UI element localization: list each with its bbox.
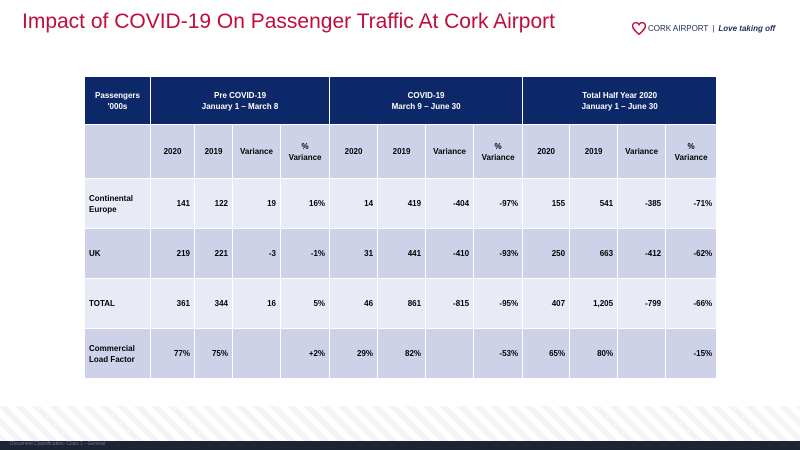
table-cell: -1% [279,228,331,279]
table-cell: -404 [425,178,475,229]
table-cell: 663 [569,228,619,279]
table-cell: 141 [150,178,195,229]
table-cell: 861 [377,278,427,329]
table-cell: 77% [150,328,195,379]
table-cell: 219 [150,228,195,279]
table-cell: 75% [194,328,233,379]
table-cell: 46 [329,278,379,329]
subheader-cell: Variance [232,124,281,179]
decorative-pattern-band [0,406,800,442]
group-range: January 1 – March 8 [201,101,279,111]
table-cell: -385 [617,178,667,229]
table-cell: 407 [522,278,571,329]
subheader-cell: 2019 [569,124,619,179]
logo-brand: CORK AIRPORT [648,24,709,33]
table-cell: +2% [279,328,331,379]
corner-line-1: Passengers [95,90,140,100]
subheader-cell: % Variance [279,124,331,179]
corner-line-2: '000s [107,101,128,111]
group-title: COVID-19 [407,90,445,100]
table-cell: 221 [194,228,233,279]
passenger-traffic-table: Passengers '000s Pre COVID-19 January 1 … [84,76,718,379]
table-cell: 541 [569,178,619,229]
page-title: Impact of COVID-19 On Passenger Traffic … [22,10,555,33]
table-row: TOTAL 361 344 16 5% 46 861 -815 -95% 407 1,205 -799… [84,278,718,329]
subheader-cell: 2019 [194,124,233,179]
footer-bar: Document Classification: Class 1 - Gener… [0,441,800,450]
group-range: March 9 – June 30 [391,101,461,111]
table-cell: 65% [522,328,571,379]
table-cell: 344 [194,278,233,329]
table-cell: -66% [665,278,718,329]
subheader-cell: 2020 [150,124,195,179]
table-cell: -97% [473,178,524,229]
table-cell: 250 [522,228,571,279]
logo-separator: | [712,24,715,33]
table-cell: -815 [425,278,475,329]
subheader-cell: Variance [425,124,475,179]
table-cell: 419 [377,178,427,229]
table-row: Commercial Load Factor 77% 75% +2% 29% 82% -53… [84,328,718,379]
heart-logo-icon [632,22,646,35]
table-cell: 16 [232,278,281,329]
row-label: Commercial Load Factor [84,328,151,379]
logo: CORK AIRPORT | Love taking off [632,22,775,35]
table-cell: -53% [473,328,524,379]
table-cell: 1,205 [569,278,619,329]
table-cell: 441 [377,228,427,279]
table-cell: 122 [194,178,233,229]
subheader-cell: 2020 [329,124,379,179]
table-cell: 14 [329,178,379,229]
table-cell: 80% [569,328,619,379]
table-cell: -799 [617,278,667,329]
table-cell: -15% [665,328,718,379]
table-cell: -62% [665,228,718,279]
subheader-cell: 2020 [522,124,571,179]
table-cell: 361 [150,278,195,329]
group-header-row: Passengers '000s Pre COVID-19 January 1 … [84,76,718,125]
footer-classification: Document Classification: Class 1 - Gener… [10,441,106,447]
table-cell: -410 [425,228,475,279]
table-cell: -95% [473,278,524,329]
row-label: Continental Europe [84,178,151,229]
group-title: Total Half Year 2020 [582,90,658,100]
table-cell: 5% [279,278,331,329]
table-cell: 29% [329,328,379,379]
subheader-row: 2020 2019 Variance% Variance 2020 2019 Varian… [84,124,718,179]
group-header-total: Total Half Year 2020 January 1 – June 30 [522,76,718,125]
subheader-cell: % Variance [665,124,718,179]
table-cell: -412 [617,228,667,279]
table-cell [617,328,667,379]
table-row: UK 219 221 -3 -1% 31 441 -410 -93% 250 663 -412 -62% [84,228,718,279]
table-cell: 31 [329,228,379,279]
subheader-cell: % Variance [473,124,524,179]
table-cell: 82% [377,328,427,379]
table-cell: -71% [665,178,718,229]
row-label: TOTAL [84,278,151,329]
corner-header: Passengers '000s [84,76,151,125]
subheader-cell: Variance [617,124,667,179]
table-cell [232,328,281,379]
group-range: January 1 – June 30 [581,101,658,111]
group-header-pre-covid: Pre COVID-19 January 1 – March 8 [149,76,331,125]
table-row: Continental Europe 141 122 19 16% 14 419 -404 -9… [84,178,718,229]
table-cell: 19 [232,178,281,229]
row-label: UK [84,228,151,279]
table-cell: -93% [473,228,524,279]
table-cell: 155 [522,178,571,229]
table-cell [425,328,475,379]
subheader-blank [84,124,151,179]
group-title: Pre COVID-19 [214,90,267,100]
logo-tagline: Love taking off [718,24,776,33]
subheader-cell: 2019 [377,124,427,179]
table-cell: 16% [279,178,331,229]
group-header-covid: COVID-19 March 9 – June 30 [329,76,524,125]
table-cell: -3 [232,228,281,279]
